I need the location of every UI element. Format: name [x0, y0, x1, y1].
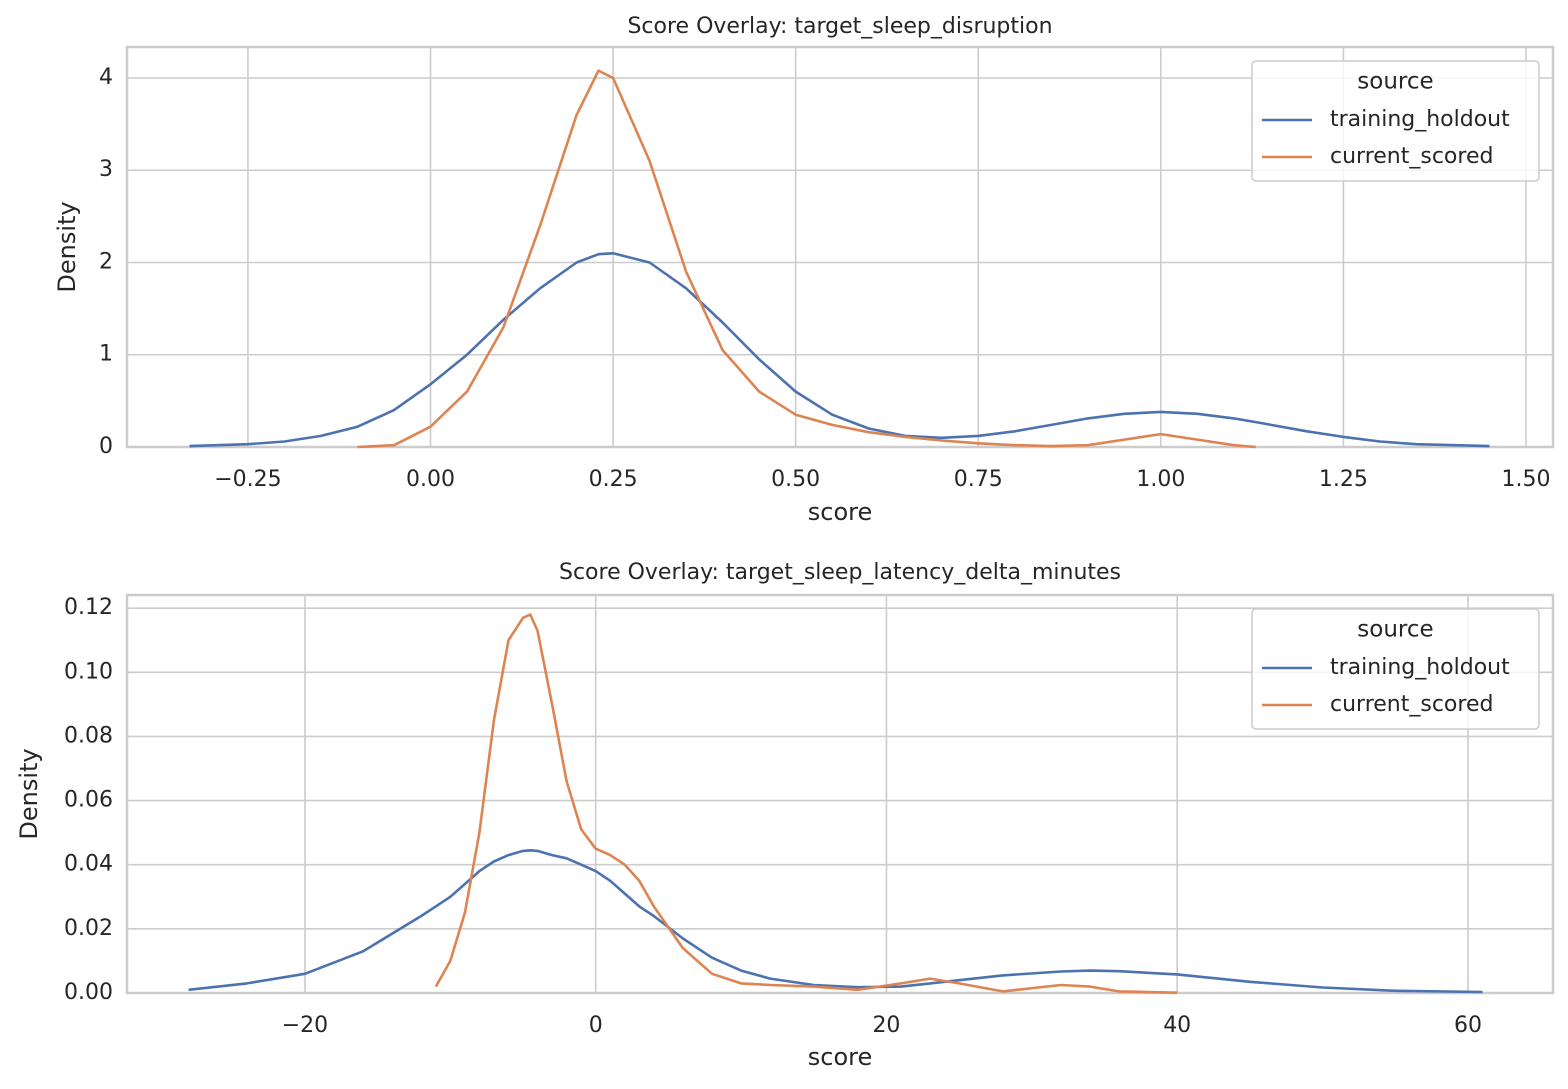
y-tick-label: 0.00 [64, 980, 113, 1005]
x-tick-label: 0.00 [406, 467, 455, 492]
x-tick-label: 1.50 [1501, 467, 1550, 492]
axes-frame [125, 593, 1555, 995]
density-line [357, 69, 1256, 449]
x-tick-label: 0.75 [954, 467, 1003, 492]
x-tick-label: 20 [872, 1013, 900, 1038]
y-tick-label: 0.10 [64, 659, 113, 684]
x-tick-label: −0.25 [214, 467, 281, 492]
y-tick-label: 0.04 [64, 852, 113, 877]
x-tick-label: 0.50 [771, 467, 820, 492]
chart-title: Score Overlay: target_sleep_disruption [627, 14, 1052, 39]
x-tick-label: 1.25 [1319, 467, 1368, 492]
x-axis-label: score [808, 1043, 873, 1071]
legend-label: current_scored [1330, 692, 1493, 717]
legend-label: current_scored [1330, 144, 1493, 169]
y-tick-label: 2 [99, 249, 113, 274]
y-tick-label: 0.08 [64, 723, 113, 748]
legend-label: training_holdout [1330, 655, 1510, 680]
y-tick-label: 0.02 [64, 916, 113, 941]
y-axis-label: Density [15, 748, 43, 839]
x-tick-label: 40 [1163, 1013, 1191, 1038]
y-tick-label: 0.06 [64, 788, 113, 813]
axes-frame [125, 45, 1555, 449]
y-tick-label: 1 [99, 342, 113, 367]
y-tick-label: 4 [99, 65, 113, 90]
chart-title: Score Overlay: target_sleep_latency_delt… [559, 560, 1121, 585]
x-tick-label: 1.00 [1136, 467, 1185, 492]
legend-title: source [1357, 69, 1433, 95]
x-axis-label: score [808, 498, 873, 526]
density-line [434, 613, 1178, 994]
x-tick-label: 0 [589, 1013, 603, 1038]
legend-box [1251, 60, 1540, 182]
y-axis-label: Density [53, 201, 81, 292]
density-line [188, 849, 1483, 994]
legend-title: source [1357, 617, 1433, 643]
legend: source training_holdout current_scored [1251, 608, 1540, 730]
y-tick-label: 3 [99, 157, 113, 182]
x-tick-label: 60 [1454, 1013, 1482, 1038]
legend-label: training_holdout [1330, 107, 1510, 132]
x-tick-label: 0.25 [589, 467, 638, 492]
density-line [189, 252, 1490, 448]
legend-box [1251, 608, 1540, 730]
x-tick-label: −20 [282, 1013, 328, 1038]
y-tick-label: 0.12 [64, 595, 113, 620]
legend: source training_holdout current_scored [1251, 60, 1540, 182]
y-tick-label: 0 [99, 434, 113, 459]
